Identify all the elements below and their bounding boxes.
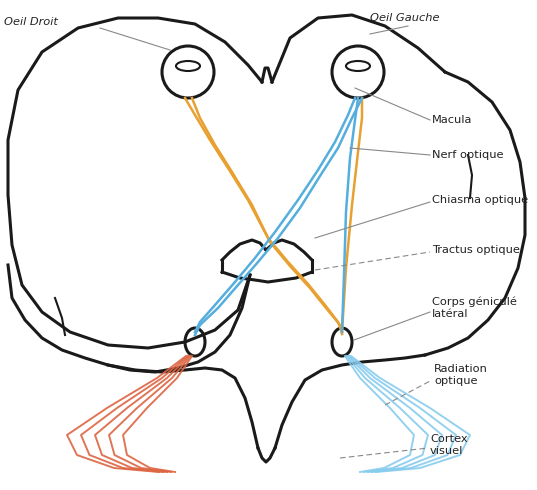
- Text: Radiation
optique: Radiation optique: [434, 364, 488, 386]
- Text: Corps géniculé
latéral: Corps géniculé latéral: [432, 296, 517, 319]
- Text: Oeil Droit: Oeil Droit: [4, 17, 58, 27]
- Text: Oeil Gauche: Oeil Gauche: [370, 13, 439, 23]
- Text: Cortex
visuel: Cortex visuel: [430, 434, 468, 456]
- Text: Chiasma optique: Chiasma optique: [432, 195, 528, 205]
- Text: Tractus optique: Tractus optique: [432, 245, 520, 255]
- Text: Macula: Macula: [432, 115, 473, 125]
- Text: Nerf optique: Nerf optique: [432, 150, 504, 160]
